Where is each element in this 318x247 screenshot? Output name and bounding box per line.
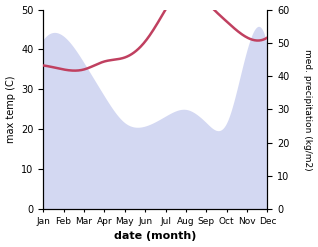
Y-axis label: max temp (C): max temp (C) (5, 76, 16, 143)
Y-axis label: med. precipitation (kg/m2): med. precipitation (kg/m2) (303, 49, 313, 170)
X-axis label: date (month): date (month) (114, 231, 197, 242)
